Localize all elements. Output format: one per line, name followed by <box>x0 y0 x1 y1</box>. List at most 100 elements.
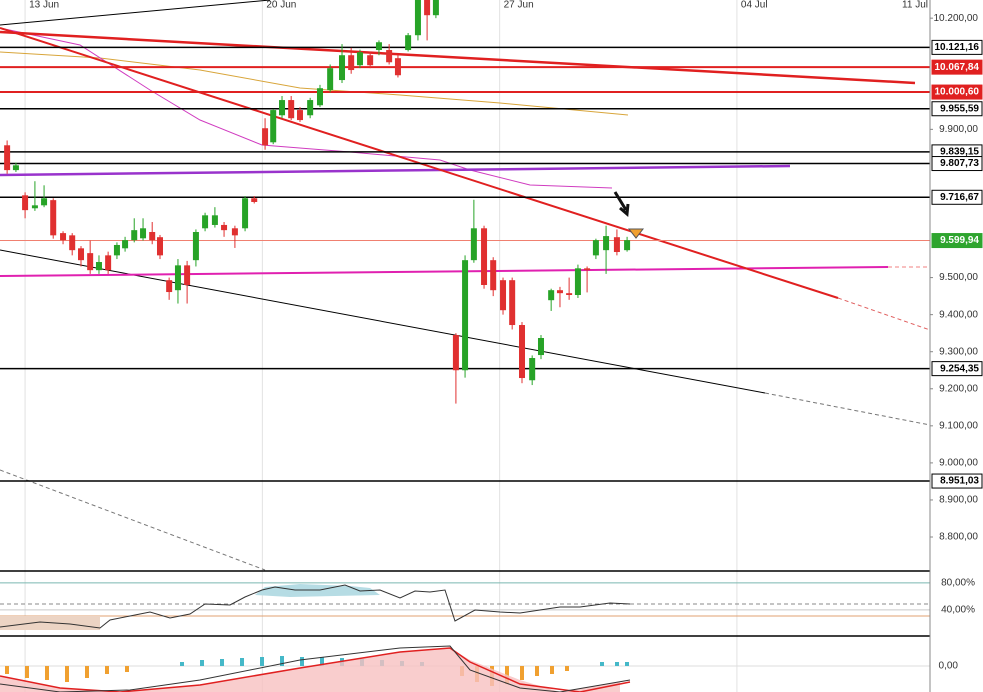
level-label: 10.121,16 <box>935 42 980 53</box>
candle-body <box>156 237 163 256</box>
y-tick-label: 9.200,00 <box>939 383 978 394</box>
candle-body <box>69 235 76 251</box>
candles <box>4 0 631 404</box>
candle-body <box>584 268 591 271</box>
trend-line <box>837 297 931 331</box>
candle-body <box>12 165 19 171</box>
candle-body <box>375 42 382 51</box>
candle-body <box>548 290 555 301</box>
candle-body <box>519 325 526 379</box>
candle-body <box>221 224 228 231</box>
candle-body <box>405 35 412 51</box>
level-label: 9.807,73 <box>940 158 979 169</box>
candle-body <box>270 110 277 143</box>
trend-line <box>0 0 271 26</box>
y-tick-label: 9.500,00 <box>939 272 978 283</box>
candle-body <box>202 215 209 229</box>
candle-body <box>367 55 374 66</box>
candle-body <box>307 100 314 116</box>
candle-body <box>78 248 85 261</box>
candle-body <box>105 255 112 271</box>
candle-body <box>509 280 516 326</box>
x-tick-label: 04 Jul <box>741 0 768 11</box>
candle-body <box>613 237 620 253</box>
macd-line <box>0 645 631 692</box>
level-label: 9.254,35 <box>940 363 979 374</box>
x-tick-label: 11 Jul <box>902 0 928 11</box>
y-tick-label: 9.900,00 <box>939 124 978 135</box>
axis-labels: 10.200,00 9.900,00 9.500,00 9.400,00 9.300,0… <box>930 13 983 672</box>
candle-body <box>339 55 346 81</box>
candle-body <box>149 232 156 241</box>
candle-body <box>470 228 477 261</box>
candle-body <box>481 228 488 285</box>
level-label: 8.951,03 <box>940 476 979 487</box>
candle-body <box>211 215 218 225</box>
y-tick-label: 9.000,00 <box>939 458 978 469</box>
candle-body <box>414 0 421 36</box>
candle-body <box>60 233 67 241</box>
candle-body <box>288 100 295 119</box>
candle-body <box>356 52 363 66</box>
level-label-box <box>931 39 983 55</box>
level-label: 10.067,84 <box>935 62 980 73</box>
level-label-box <box>931 101 983 117</box>
candle-body <box>50 200 57 236</box>
price-marker <box>627 228 645 239</box>
arrow <box>613 191 630 218</box>
candle-body <box>529 358 536 381</box>
candle-body <box>122 240 129 249</box>
level-label: 9.599,94 <box>940 235 979 246</box>
level-label-box <box>931 84 983 100</box>
level-label-box <box>931 473 983 489</box>
y-tick-label: 9.300,00 <box>939 346 978 357</box>
trend-line <box>0 164 791 177</box>
candle-body <box>386 50 393 63</box>
trend-line <box>0 469 266 571</box>
candle-body <box>348 55 355 71</box>
candle-body <box>41 198 48 206</box>
level-label-box <box>931 156 983 172</box>
y-tick-label: 8.900,00 <box>939 495 978 506</box>
x-tick-label: 20 Jun <box>266 0 296 11</box>
y-tick-label: 8.800,00 <box>939 532 978 543</box>
y-tick-label: 0,00 <box>939 661 959 672</box>
y-tick-label: 9.400,00 <box>939 309 978 320</box>
candle-body <box>174 265 181 291</box>
candle-body <box>166 280 173 293</box>
level-label-box <box>931 59 983 75</box>
candle-body <box>556 290 563 294</box>
candle-body <box>537 337 544 356</box>
candle-body <box>316 88 323 106</box>
y-tick-label: 9.100,00 <box>939 420 978 431</box>
level-label: 10.000,60 <box>935 87 980 98</box>
x-tick-label: 13 Jun <box>29 0 59 11</box>
oscillator-line <box>0 584 631 629</box>
trend-line <box>0 30 916 85</box>
candle-body <box>4 145 11 171</box>
level-label-box <box>931 361 983 377</box>
y-tick-label: 40,00% <box>941 605 975 616</box>
candle-body <box>95 262 102 271</box>
candle-body <box>490 260 497 291</box>
candle-body <box>424 0 431 16</box>
candle-body <box>231 228 238 236</box>
candle-body <box>31 205 38 209</box>
candle-body <box>192 232 199 261</box>
candle-body <box>500 280 507 311</box>
candle-body <box>242 198 249 229</box>
candle-body <box>296 110 303 121</box>
candle-body <box>574 268 581 296</box>
level-label: 9.955,59 <box>940 103 979 114</box>
candle-body <box>184 265 191 285</box>
candle-body <box>262 128 269 146</box>
level-label: 9.716,67 <box>940 192 979 203</box>
y-tick-label: 80,00% <box>941 577 975 588</box>
candle-body <box>279 100 286 116</box>
trend-line <box>0 266 889 277</box>
candle-body <box>113 244 120 256</box>
candle-body <box>624 240 631 251</box>
level-label-box <box>931 233 983 249</box>
